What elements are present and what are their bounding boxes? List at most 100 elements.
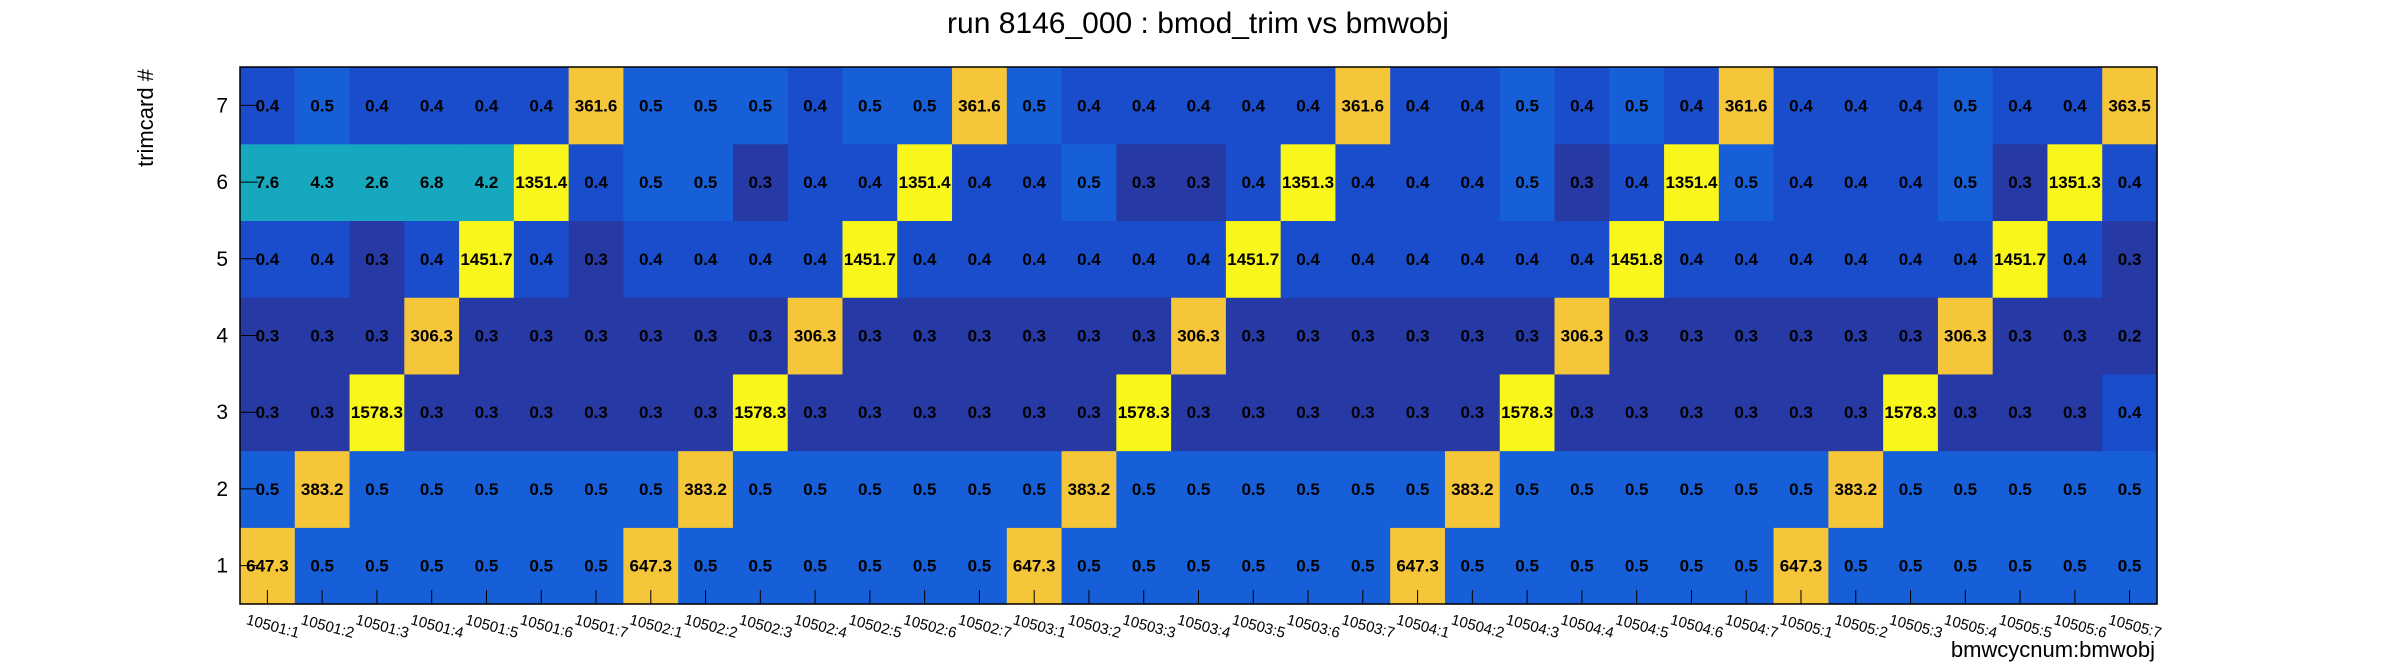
cell-value-label: 0.3 — [1844, 327, 1868, 346]
heatmap-cell — [1664, 67, 1720, 145]
heatmap-cell — [1225, 67, 1282, 145]
cell-value-label: 0.3 — [584, 250, 608, 269]
heatmap-cell — [1937, 220, 1994, 298]
cell-value-label: 0.4 — [694, 250, 718, 269]
cell-value-label: 0.3 — [639, 327, 663, 346]
heatmap-cell — [1992, 220, 2049, 298]
heatmap-cell — [1499, 373, 1556, 452]
cell-value-label: 383.2 — [684, 480, 727, 499]
heatmap-cell — [2102, 67, 2158, 145]
cell-value-label: 0.5 — [256, 480, 280, 499]
y-tick-label: 2 — [216, 478, 228, 501]
cell-value-label: 0.4 — [1406, 173, 1430, 192]
heatmap-cell — [1444, 450, 1501, 528]
cell-value-label: 0.4 — [1953, 250, 1977, 269]
heatmap-cell — [1609, 143, 1665, 222]
cell-value-label: 0.3 — [1734, 327, 1758, 346]
cell-value-label: 0.4 — [2008, 96, 2032, 115]
heatmap-cell — [404, 143, 460, 222]
cell-value-label: 0.5 — [749, 480, 773, 499]
heatmap-cell — [1883, 220, 1939, 298]
x-tick-label: 10504:6 — [1668, 611, 1725, 641]
heatmap-cell — [1390, 220, 1446, 298]
y-tick-label: 6 — [216, 171, 228, 194]
heatmap-cell — [1390, 143, 1446, 222]
cell-value-label: 0.3 — [913, 327, 937, 346]
x-axis-title: bmwcycnum:bmwobj — [1951, 637, 2155, 662]
cell-value-label: 1451.7 — [1994, 250, 2046, 269]
cell-value-label: 0.3 — [639, 403, 663, 422]
cell-value-label: 0.4 — [529, 250, 553, 269]
cell-value-label: 0.5 — [475, 557, 499, 576]
cell-value-label: 0.3 — [1132, 173, 1156, 192]
heatmap-cell — [349, 373, 405, 452]
heatmap-cell — [349, 220, 405, 298]
cell-value-label: 1351.4 — [1665, 173, 1718, 192]
heatmap-cell — [1116, 67, 1172, 145]
heatmap-cell — [678, 143, 734, 222]
heatmap-cell — [1609, 297, 1665, 375]
heatmap-cell — [1773, 450, 1829, 528]
cell-value-label: 0.5 — [1515, 480, 1539, 499]
cell-value-label: 0.5 — [1625, 557, 1649, 576]
cell-value-label: 361.6 — [1342, 96, 1385, 115]
heatmap-cell — [1280, 450, 1337, 528]
heatmap-cell — [787, 373, 844, 452]
cell-value-label: 0.4 — [1022, 173, 1046, 192]
cell-value-label: 647.3 — [1396, 557, 1439, 576]
cell-value-label: 0.3 — [1077, 327, 1101, 346]
cell-value-label: 0.4 — [256, 250, 280, 269]
heatmap-cell — [1006, 297, 1063, 375]
cell-value-label: 0.5 — [2063, 557, 2087, 576]
cell-value-label: 0.5 — [1022, 96, 1046, 115]
heatmap-cell — [1171, 450, 1227, 528]
heatmap-cell — [1828, 297, 1884, 375]
x-tick-label: 10503:4 — [1175, 611, 1232, 641]
cell-value-label: 0.4 — [803, 173, 827, 192]
cell-value-label: 0.5 — [475, 480, 499, 499]
cell-value-label: 0.3 — [1625, 403, 1649, 422]
cell-value-label: 0.5 — [694, 96, 718, 115]
heatmap-cell — [2047, 297, 2103, 375]
cell-value-label: 0.5 — [803, 480, 827, 499]
heatmap-cell — [1116, 143, 1172, 222]
cell-value-label: 7.6 — [256, 173, 280, 192]
cell-value-label: 647.3 — [630, 557, 673, 576]
cell-value-label: 0.3 — [1625, 327, 1649, 346]
heatmap-cell — [1499, 450, 1556, 528]
heatmap-cell — [1937, 143, 1994, 222]
cell-value-label: 0.4 — [858, 173, 882, 192]
cell-value-label: 361.6 — [1725, 96, 1768, 115]
heatmap-cell — [1554, 450, 1610, 528]
heatmap-cell — [459, 143, 515, 222]
cell-value-label: 0.4 — [1296, 96, 1320, 115]
cell-value-label: 306.3 — [1561, 327, 1604, 346]
cell-value-label: 0.5 — [1461, 557, 1485, 576]
cell-value-label: 0.3 — [1461, 403, 1485, 422]
heatmap-cell — [787, 220, 844, 298]
cell-value-label: 0.4 — [803, 96, 827, 115]
cell-value-label: 0.3 — [1899, 327, 1923, 346]
heatmap-cell — [1554, 67, 1610, 145]
cell-value-label: 0.3 — [1406, 403, 1430, 422]
heatmap-cell — [1061, 450, 1117, 528]
x-tick-label: 10501:6 — [518, 611, 575, 641]
cell-value-label: 0.3 — [310, 403, 334, 422]
heatmap-cell — [1499, 143, 1556, 222]
heatmap-cell — [678, 297, 734, 375]
cell-value-label: 0.4 — [1187, 250, 1211, 269]
heatmap-cell — [1883, 67, 1939, 145]
heatmap-cell — [1006, 67, 1063, 145]
heatmap-cell — [1444, 143, 1501, 222]
cell-value-label: 0.4 — [1351, 173, 1375, 192]
cell-value-label: 0.4 — [1022, 250, 1046, 269]
heatmap-cell — [1718, 67, 1775, 145]
cell-value-label: 0.5 — [858, 480, 882, 499]
cell-value-label: 0.3 — [584, 327, 608, 346]
x-tick-label: 10504:4 — [1559, 611, 1616, 641]
x-tick-label: 10504:5 — [1614, 611, 1671, 641]
cell-value-label: 0.3 — [1241, 327, 1265, 346]
cell-value-label: 0.5 — [1132, 557, 1156, 576]
heatmap-cell — [1280, 220, 1337, 298]
heatmap-cell — [1116, 373, 1172, 452]
